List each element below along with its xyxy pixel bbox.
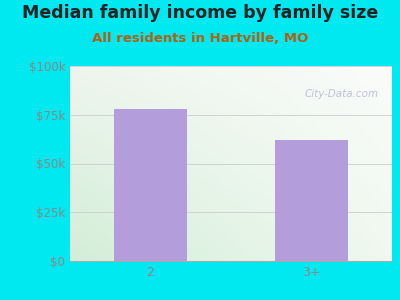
Bar bbox=[275, 140, 348, 261]
Text: City-Data.com: City-Data.com bbox=[305, 89, 379, 99]
Bar bbox=[114, 109, 187, 261]
Text: Median family income by family size: Median family income by family size bbox=[22, 4, 378, 22]
Text: All residents in Hartville, MO: All residents in Hartville, MO bbox=[92, 32, 308, 44]
